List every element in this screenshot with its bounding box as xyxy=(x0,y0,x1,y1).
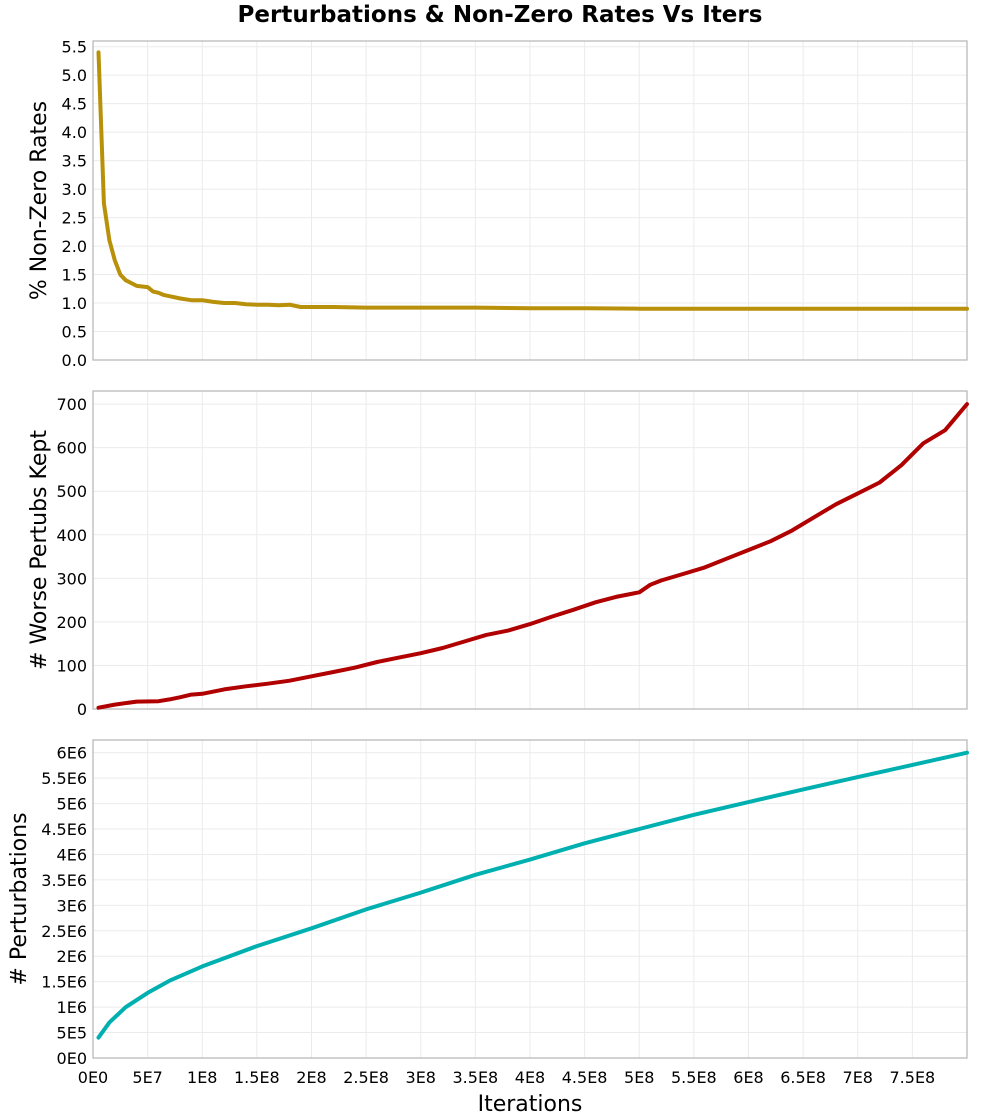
chart-title: Perturbations & Non-Zero Rates Vs Iters xyxy=(237,2,763,28)
y-tick-label: 6E6 xyxy=(57,744,87,763)
x-tick-label: 5E7 xyxy=(132,1068,162,1087)
x-tick-label: 6E8 xyxy=(733,1068,763,1087)
y-tick-label: 3.5 xyxy=(62,152,87,171)
x-tick-label: 1.5E8 xyxy=(234,1068,280,1087)
y-tick-label: 1.5E6 xyxy=(41,973,87,992)
y-tick-label: 0.0 xyxy=(62,351,87,370)
y-tick-label: 0 xyxy=(77,700,87,719)
y-tick-label: 700 xyxy=(56,395,87,414)
data-line xyxy=(96,50,969,311)
y-axis-label: % Non-Zero Rates xyxy=(27,101,52,300)
y-tick-label: 400 xyxy=(56,526,87,545)
y-tick-label: 1.5 xyxy=(62,266,87,285)
y-tick-label: 600 xyxy=(56,439,87,458)
y-tick-label: 100 xyxy=(56,656,87,675)
y-tick-label: 5.0 xyxy=(62,66,87,85)
x-tick-label: 1E8 xyxy=(187,1068,217,1087)
y-tick-label: 4E6 xyxy=(57,845,87,864)
y-tick-label: 4.5E6 xyxy=(41,820,87,839)
y-tick-label: 2E6 xyxy=(57,947,87,966)
y-tick-label: 4.0 xyxy=(62,123,87,142)
x-tick-label: 6.5E8 xyxy=(780,1068,826,1087)
x-tick-label: 0E0 xyxy=(78,1068,108,1087)
y-tick-label: 5E5 xyxy=(57,1024,87,1043)
y-tick-label: 5.5 xyxy=(62,38,87,57)
plot-border xyxy=(92,390,968,710)
y-axis-label: # Perturbations xyxy=(7,812,32,985)
x-tick-label: 2.5E8 xyxy=(343,1068,389,1087)
y-tick-label: 2.5 xyxy=(62,209,87,228)
y-tick-label: 500 xyxy=(56,482,87,501)
y-tick-label: 4.5 xyxy=(62,95,87,114)
x-tick-label: 7.5E8 xyxy=(890,1068,936,1087)
x-tick-label: 3E8 xyxy=(406,1068,436,1087)
y-tick-label: 300 xyxy=(56,569,87,588)
y-tick-label: 3.0 xyxy=(62,180,87,199)
y-tick-label: 200 xyxy=(56,613,87,632)
y-tick-label: 3.5E6 xyxy=(41,871,87,890)
plot-border xyxy=(92,40,968,361)
y-tick-label: 0.5 xyxy=(62,323,87,342)
y-tick-label: 1E6 xyxy=(57,998,87,1017)
y-tick-label: 5E6 xyxy=(57,795,87,814)
plot-border xyxy=(92,739,968,1059)
data-line xyxy=(96,750,969,1040)
x-tick-label: 2E8 xyxy=(296,1068,326,1087)
y-tick-label: 1.0 xyxy=(62,294,87,313)
y-tick-label: 3E6 xyxy=(57,896,87,915)
x-axis-label: Iterations xyxy=(478,1092,583,1117)
x-tick-label: 4E8 xyxy=(515,1068,545,1087)
y-tick-label: 0E0 xyxy=(57,1049,87,1068)
x-tick-label: 5E8 xyxy=(624,1068,654,1087)
y-tick-label: 2.5E6 xyxy=(41,922,87,941)
x-tick-label: 5.5E8 xyxy=(671,1068,717,1087)
x-tick-label: 3.5E8 xyxy=(453,1068,499,1087)
x-tick-label: 7E8 xyxy=(843,1068,873,1087)
y-tick-label: 5.5E6 xyxy=(41,769,87,788)
y-tick-label: 2.0 xyxy=(62,237,87,256)
x-tick-label: 4.5E8 xyxy=(562,1068,608,1087)
data-line xyxy=(96,402,969,710)
y-axis-label: # Worse Pertubs Kept xyxy=(27,430,52,670)
